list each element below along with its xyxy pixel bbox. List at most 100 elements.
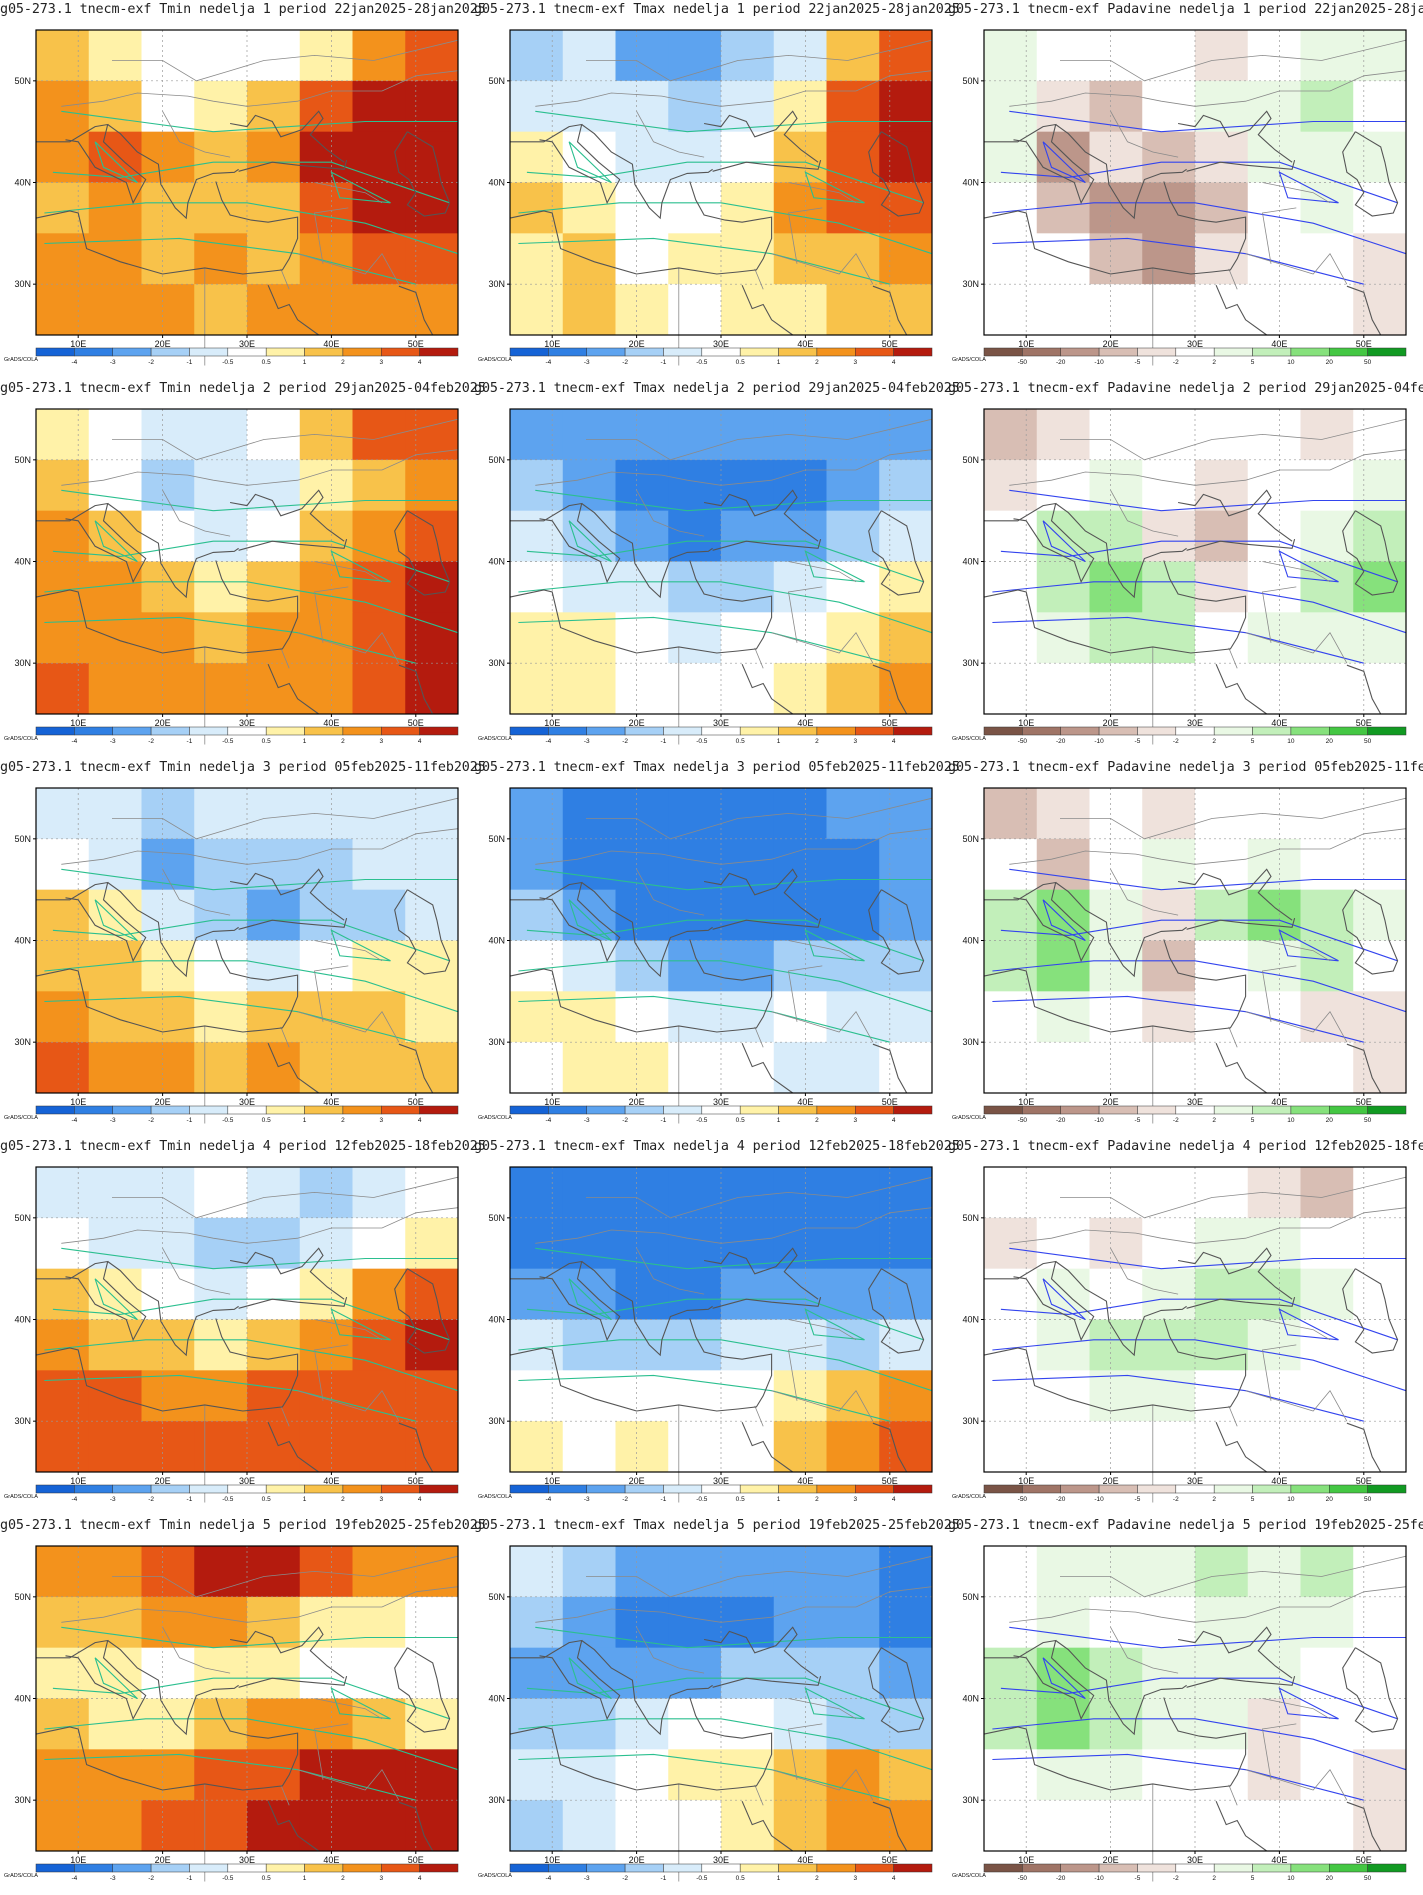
colorbar-label: 50 xyxy=(1364,738,1372,745)
anomaly-cell xyxy=(826,409,880,461)
colorbar-label: -20 xyxy=(1056,1875,1066,1882)
anomaly-cell xyxy=(826,182,880,234)
anomaly-cell xyxy=(615,612,669,664)
lon-tick-label: 10E xyxy=(544,1476,560,1486)
anomaly-cell xyxy=(668,1268,722,1320)
colorbar-swatch xyxy=(1098,1105,1138,1115)
anomaly-cell xyxy=(1089,459,1143,512)
anomaly-cell xyxy=(88,80,142,133)
colorbar-label: 4 xyxy=(892,1117,896,1124)
colorbar-swatch xyxy=(509,1105,549,1115)
lat-tick-label: 40N xyxy=(962,1694,979,1704)
colorbar-swatch xyxy=(816,1484,856,1494)
colorbar-label: -2 xyxy=(622,1875,628,1882)
colorbar-label: 4 xyxy=(418,738,422,745)
contour-line xyxy=(61,1626,458,1649)
colorbar-swatch xyxy=(150,1105,190,1115)
contour-line xyxy=(992,581,1407,634)
contour-line xyxy=(1000,540,1398,583)
anomaly-cell xyxy=(141,612,195,664)
anomaly-cell xyxy=(352,788,406,840)
coastline xyxy=(1055,1640,1187,1736)
contour-line xyxy=(1009,868,1406,891)
anomaly-cell xyxy=(984,612,1038,664)
anomaly-cell xyxy=(773,612,827,664)
anomaly-cell xyxy=(510,510,564,562)
anomaly-cell xyxy=(36,182,90,234)
panel-title: g05-273.1 tnecm-exf Padavine nedelja 1 p… xyxy=(948,2,1423,17)
anomaly-cell xyxy=(1036,131,1090,183)
country-border xyxy=(1110,1248,1348,1422)
anomaly-cell xyxy=(194,1546,248,1598)
colorbar-swatch xyxy=(1290,1105,1330,1115)
lon-tick-label: 40E xyxy=(323,1097,339,1107)
anomaly-cell xyxy=(247,1749,301,1801)
anomaly-cell xyxy=(1353,1647,1407,1699)
colorbar-swatch xyxy=(624,726,664,736)
anomaly-cell xyxy=(1353,409,1407,461)
anomaly-cell xyxy=(36,940,90,992)
anomaly-cell xyxy=(826,284,880,336)
colorbar-swatch xyxy=(74,1863,113,1873)
colorbar-label: 0.5 xyxy=(262,1496,271,1503)
anomaly-cell xyxy=(1195,1319,1249,1371)
anomaly-cell xyxy=(36,131,90,183)
colorbar-swatch xyxy=(548,347,587,357)
coastline xyxy=(230,868,345,921)
colorbar-label: -4 xyxy=(545,1496,551,1503)
anomaly-cell xyxy=(510,940,564,992)
anomaly-cell xyxy=(721,1749,775,1801)
anomaly-cell xyxy=(826,838,880,891)
anomaly-cell xyxy=(247,182,301,234)
contour-line xyxy=(44,995,416,1043)
panel-title: g05-273.1 tnecm-exf Tmin nedelja 5 perio… xyxy=(0,1518,486,1533)
anomaly-cell xyxy=(1300,131,1354,183)
coastline xyxy=(238,1675,348,1688)
anomaly-cell xyxy=(562,1800,616,1852)
colorbar-label: 2 xyxy=(815,1496,819,1503)
colorbar-label: -0.5 xyxy=(222,738,234,745)
colorbar-label: -2 xyxy=(1173,738,1179,745)
anomaly-cell xyxy=(615,1800,669,1852)
coastline xyxy=(984,1260,1095,1342)
anomaly-cell xyxy=(721,991,775,1043)
colorbar-label: 3 xyxy=(853,1496,857,1503)
anomaly-cell xyxy=(1247,991,1301,1043)
map-panel-tmax-row3: 10E 20E 30E 40E 50E 50N 40N 30N -4 -3 -2 -1 -0.5 0.5 1… xyxy=(474,758,960,1137)
anomaly-cell xyxy=(194,1647,248,1699)
colorbar-swatch xyxy=(35,1105,75,1115)
lon-tick-label: 20E xyxy=(155,1855,171,1865)
colorbar-label: -4 xyxy=(71,1117,77,1124)
anomaly-cell xyxy=(36,1370,90,1422)
lat-tick-label: 30N xyxy=(14,279,31,289)
contour-line xyxy=(568,899,612,942)
colorbar-swatch xyxy=(304,1105,344,1115)
anomaly-cell xyxy=(405,889,459,941)
country-border xyxy=(61,1586,459,1623)
colorbar-label: -4 xyxy=(71,1496,77,1503)
colorbar-swatch xyxy=(74,726,113,736)
anomaly-cell xyxy=(141,1647,195,1699)
lat-tick-label: 30N xyxy=(962,279,979,289)
coastline xyxy=(230,1626,345,1679)
coastline xyxy=(267,663,320,715)
colorbar-label: 0.5 xyxy=(736,1496,745,1503)
anomaly-cell xyxy=(773,1167,827,1219)
anomaly-cell xyxy=(352,1319,406,1371)
anomaly-cell xyxy=(984,1167,1038,1219)
colorbar-swatch xyxy=(1290,347,1330,357)
contour-line xyxy=(1009,489,1406,512)
anomaly-cell xyxy=(36,1268,90,1320)
colorbar-label: -3 xyxy=(584,738,590,745)
anomaly-cell xyxy=(1195,1167,1249,1219)
coastline xyxy=(1215,663,1268,715)
colorbar-label: 1 xyxy=(777,1496,781,1503)
colorbar-label: 2 xyxy=(1212,359,1216,366)
anomaly-cell xyxy=(247,1319,301,1371)
anomaly-cell xyxy=(88,1217,142,1270)
contour-line xyxy=(44,1718,459,1771)
anomaly-cell xyxy=(668,510,722,562)
anomaly-cell xyxy=(879,838,933,891)
lon-tick-label: 40E xyxy=(1271,718,1287,728)
anomaly-cell xyxy=(141,1421,195,1473)
